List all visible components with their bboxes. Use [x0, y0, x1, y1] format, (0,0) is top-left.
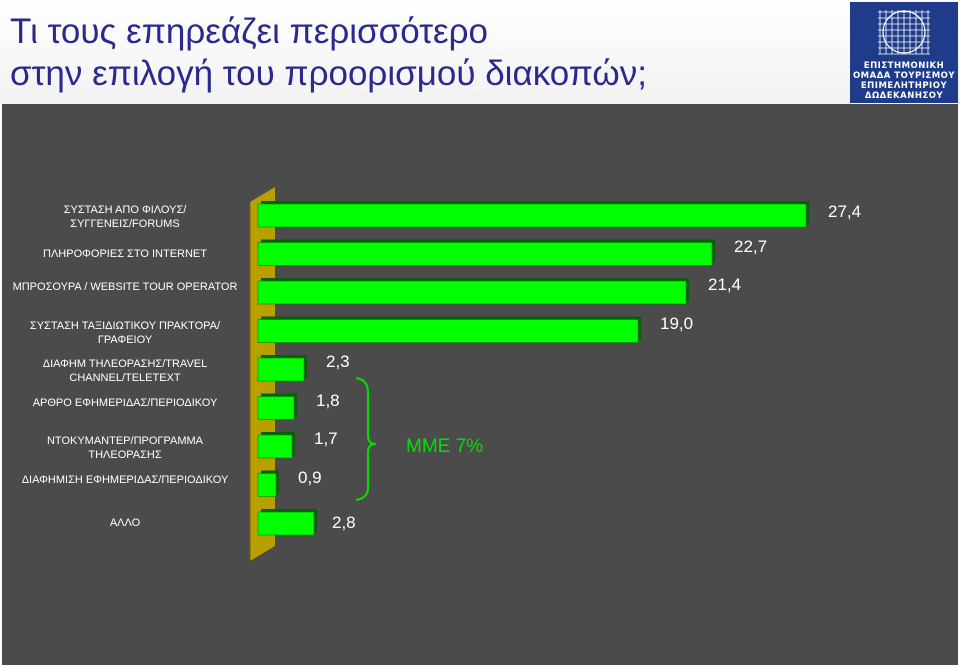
value-label: 2,3	[326, 352, 350, 371]
bar	[257, 511, 315, 536]
logo-text-line: ΕΠΙΣΤΗΜΟΝΙΚΗ	[863, 61, 945, 71]
mme-bracket	[355, 377, 377, 501]
title-bar: Τι τους επηρεάζει περισσότερο στην επιλο…	[0, 0, 960, 104]
bar	[257, 203, 807, 228]
logo-text-line: ΕΠΙΜΕΛΗΤΗΡΙΟΥ	[860, 81, 948, 91]
value-label: 27,4	[828, 202, 862, 221]
category-label: ΜΠΡΟΣΟΥΡΑ / WEBSITE TOUR OPERATOR	[12, 281, 238, 293]
bar	[257, 319, 639, 343]
category-label: ΑΡΘΡΟ ΕΦΗΜΕΡΙΔΑΣ/ΠΕΡΙΟΔΙΚΟΥ	[32, 396, 218, 409]
category-label: ΔΙΑΦΗΜΙΣΗ ΕΦΗΜΕΡΙΔΑΣ/ΠΕΡΙΟΔΙΚΟΥ	[21, 473, 229, 486]
category-label: ΔΙΑΦΗΜ ΤΗΛΕΟΡΑΣΗΣ/TRAVEL CHANNEL/TELETEX…	[42, 358, 208, 384]
value-label: 1,7	[314, 429, 338, 448]
bar	[257, 396, 295, 420]
value-label: 21,4	[708, 275, 742, 294]
logo-text-line: ΟΜΑΔΑ ΤΟΥΡΙΣΜΟΥ	[852, 71, 956, 81]
category-label: ΣΥΣΤΑΣΗ ΑΠΟ ΦΙΛΟΥΣ/ΣΥΓΓΕΝΕΙΣ/FORUMS	[63, 204, 187, 230]
value-label: 22,7	[734, 236, 768, 256]
category-label: ΑΛΛΟ	[109, 517, 141, 529]
value-label: 0,9	[298, 467, 322, 487]
bars-layer	[257, 201, 809, 536]
value-label: 1,8	[316, 390, 340, 410]
logo-text-line: ΔΩΔΕΚΑΝΗΣΟΥ	[864, 91, 944, 101]
bar	[257, 357, 305, 382]
globe-grid-icon	[878, 10, 930, 55]
bar	[257, 242, 713, 266]
page-title-line-1: Τι τους επηρεάζει περισσότερο	[10, 12, 489, 51]
bar	[257, 434, 293, 459]
mme-annotation: ΜΜΕ 7%	[406, 436, 484, 457]
bar	[257, 473, 277, 497]
organization-logo: ΕΠΙΣΤΗΜΟΝΙΚΗ ΟΜΑΔΑ ΤΟΥΡΙΣΜΟΥ ΕΠΙΜΕΛΗΤΗΡΙ…	[850, 2, 958, 103]
page-title-line-2: στην επιλογή του προορισμού διακοπών;	[10, 54, 647, 93]
value-label: 19,0	[660, 313, 694, 333]
category-label: ΝΤΟΚΥΜΑΝΤΕΡ/ΠΡΟΓΡΑΜΜΑ ΤΗΛΕΟΡΑΣΗΣ	[46, 435, 203, 461]
value-label: 2,8	[332, 513, 356, 532]
chart-panel	[2, 104, 958, 665]
category-label: ΣΥΣΤΑΣΗ ΤΑΞΙΔΙΩΤΙΚΟΥ ΠΡΑΚΤΟΡΑ/ΓΡΑΦΕΙΟΥ	[29, 319, 221, 346]
category-label: ΠΛΗΡΟΦΟΡΙΕΣ ΣΤΟ INTERNET	[43, 247, 207, 260]
bar	[257, 280, 687, 305]
